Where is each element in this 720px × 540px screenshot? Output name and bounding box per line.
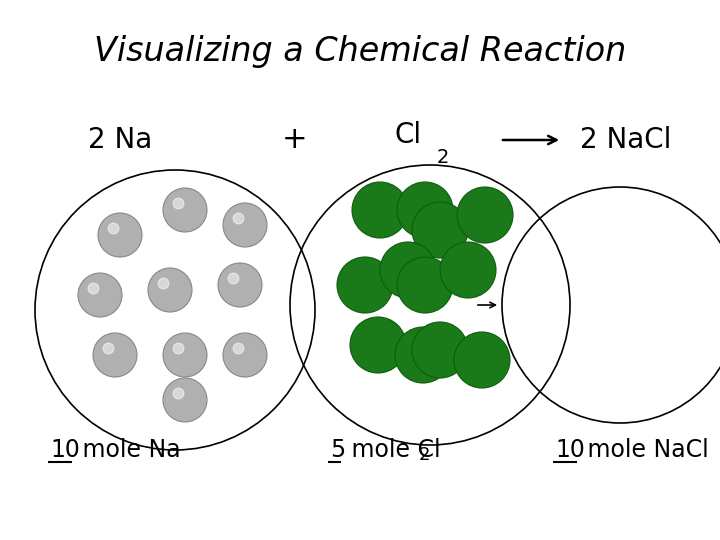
Circle shape	[163, 333, 207, 377]
Text: mole Na: mole Na	[75, 438, 181, 462]
Text: 2 Na: 2 Na	[88, 126, 152, 154]
Text: mole NaCl: mole NaCl	[580, 438, 709, 462]
Text: 10: 10	[50, 438, 80, 462]
Text: 5: 5	[330, 438, 346, 462]
Circle shape	[457, 187, 513, 243]
Circle shape	[163, 188, 207, 232]
Text: Cl: Cl	[395, 121, 422, 149]
Circle shape	[352, 182, 408, 238]
Circle shape	[218, 263, 262, 307]
Circle shape	[163, 378, 207, 422]
Circle shape	[397, 182, 453, 238]
Circle shape	[78, 273, 122, 317]
Circle shape	[93, 333, 137, 377]
Circle shape	[223, 203, 267, 247]
Text: 2: 2	[419, 446, 431, 464]
Circle shape	[454, 332, 510, 388]
Circle shape	[412, 322, 468, 378]
Circle shape	[412, 202, 468, 258]
Circle shape	[440, 242, 496, 298]
Text: Visualizing a Chemical Reaction: Visualizing a Chemical Reaction	[94, 36, 626, 69]
Circle shape	[395, 327, 451, 383]
Text: +: +	[282, 125, 308, 154]
Text: 2: 2	[437, 148, 449, 167]
Text: 2 NaCl: 2 NaCl	[580, 126, 671, 154]
Circle shape	[337, 257, 393, 313]
Text: mole Cl: mole Cl	[344, 438, 441, 462]
Circle shape	[380, 242, 436, 298]
Circle shape	[98, 213, 142, 257]
Circle shape	[350, 317, 406, 373]
Text: 10: 10	[555, 438, 585, 462]
Circle shape	[223, 333, 267, 377]
Circle shape	[397, 257, 453, 313]
Circle shape	[148, 268, 192, 312]
